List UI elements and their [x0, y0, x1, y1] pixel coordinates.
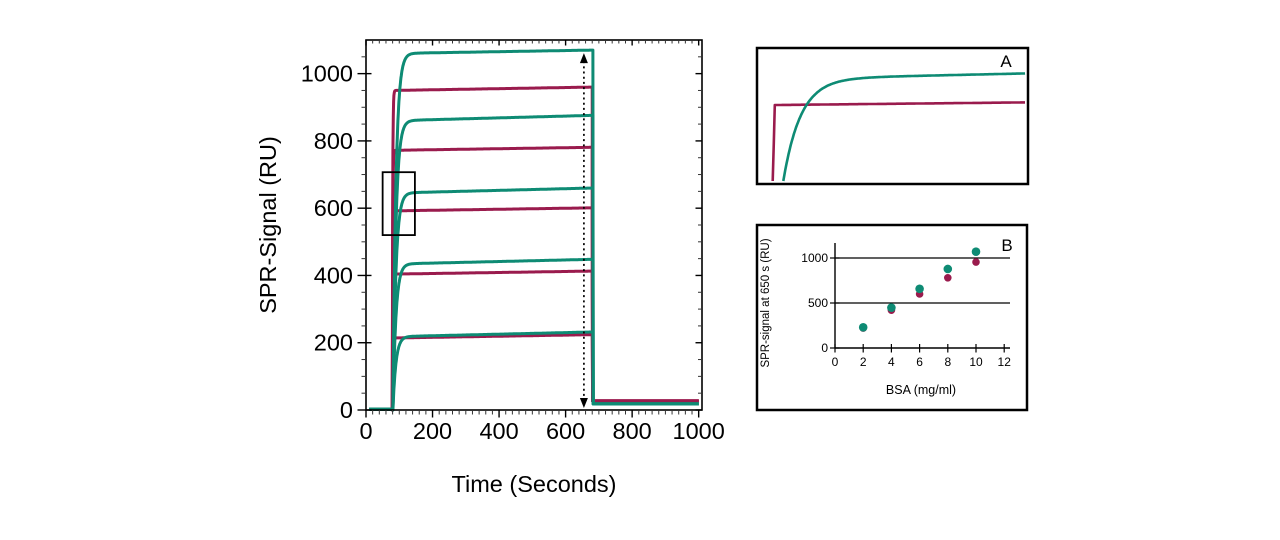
inset-b-x-tick-label: 10 [969, 355, 983, 369]
main-axis-ticks [357, 40, 702, 418]
spr-curve-teal-5 [368, 48, 700, 412]
y-tick-label: 600 [314, 195, 353, 221]
inset-b-point-teal-2 [858, 323, 868, 332]
inset-b-point-teal-6 [915, 284, 924, 294]
inset-b-label: B [1001, 236, 1012, 255]
main-x-axis-label: Time (Seconds) [452, 471, 617, 497]
main-spr-chart: 0 200 400 600 800 1000 0 200 400 600 800 1000 Time … [255, 39, 725, 497]
inset-b-x-tick-label: 12 [998, 355, 1012, 369]
inset-a-label: A [1000, 52, 1012, 71]
y-tick-label: 400 [314, 262, 353, 288]
main-frame-rect [365, 39, 703, 411]
main-sensorgram-curves [368, 48, 700, 412]
main-annotations [381, 53, 588, 408]
inset-b-y-tick-label: 0 [821, 341, 828, 355]
inset-b-x-tick-label: 0 [832, 355, 839, 369]
inset-b-x-axis-label: BSA (mg/ml) [886, 383, 956, 397]
inset-a-curve-maroon [771, 101, 1026, 182]
inset-a-curves [771, 72, 1026, 182]
main-plot-frame [365, 39, 703, 411]
inset-b-border [755, 223, 1029, 412]
spr-curve-maroon-3 [368, 269, 700, 412]
inset-b-y-tick-label: 500 [808, 296, 828, 310]
inset-b-point-teal-4 [887, 303, 896, 312]
y-tick-label: 1000 [301, 61, 353, 87]
x-tick-label: 200 [413, 418, 452, 444]
inset-b-point-maroon-10 [972, 258, 980, 266]
inset-b-scatter-panel: 0 2 4 6 8 10 12 0 500 1000 B BSA (mg/ml) SPR-sign… [755, 223, 1029, 412]
inset-a-border [755, 46, 1030, 186]
inset-b-x-tick-label: 2 [860, 355, 867, 369]
inset-b-plot-area: 0 2 4 6 8 10 12 0 500 1000 [801, 243, 1011, 369]
inset-a-curve-teal [782, 72, 1026, 182]
y-tick-label: 800 [314, 128, 353, 154]
spr-curve-maroon-0 [368, 85, 700, 412]
inset-b-y-tick-label: 1000 [801, 251, 828, 265]
x-tick-label: 400 [479, 418, 518, 444]
x-tick-label: 800 [613, 418, 652, 444]
spr-curve-teal-9 [368, 330, 700, 412]
spr-curve-maroon-1 [368, 145, 700, 412]
inset-b-x-tick-label: 8 [944, 355, 951, 369]
readout-arrow-head-bottom [579, 397, 588, 408]
x-tick-label: 1000 [673, 418, 725, 444]
readout-arrow-head-top [579, 53, 588, 64]
inset-b-point-maroon-8 [944, 274, 952, 282]
main-y-axis-label: SPR-Signal (RU) [255, 136, 281, 314]
main-tick-labels: 0 200 400 600 800 1000 0 200 400 600 800 1000 [301, 61, 725, 444]
y-tick-label: 200 [314, 330, 353, 356]
spr-curve-teal-7 [368, 186, 700, 412]
y-tick-label: 0 [340, 397, 353, 423]
spr-curve-maroon-4 [368, 333, 700, 412]
inset-a-zoom-panel: A [755, 46, 1030, 186]
inset-b-y-axis-label: SPR-signal at 650 s (RU) [760, 238, 772, 367]
inset-b-point-teal-8 [943, 264, 953, 274]
spr-curve-maroon-2 [368, 206, 700, 412]
inset-b-x-tick-label: 6 [916, 355, 923, 369]
inset-b-point-teal-10 [971, 247, 981, 256]
inset-b-x-tick-label: 4 [888, 355, 895, 369]
x-tick-label: 600 [546, 418, 585, 444]
zoom-region-rectangle [381, 171, 416, 236]
x-tick-label: 0 [359, 418, 372, 444]
